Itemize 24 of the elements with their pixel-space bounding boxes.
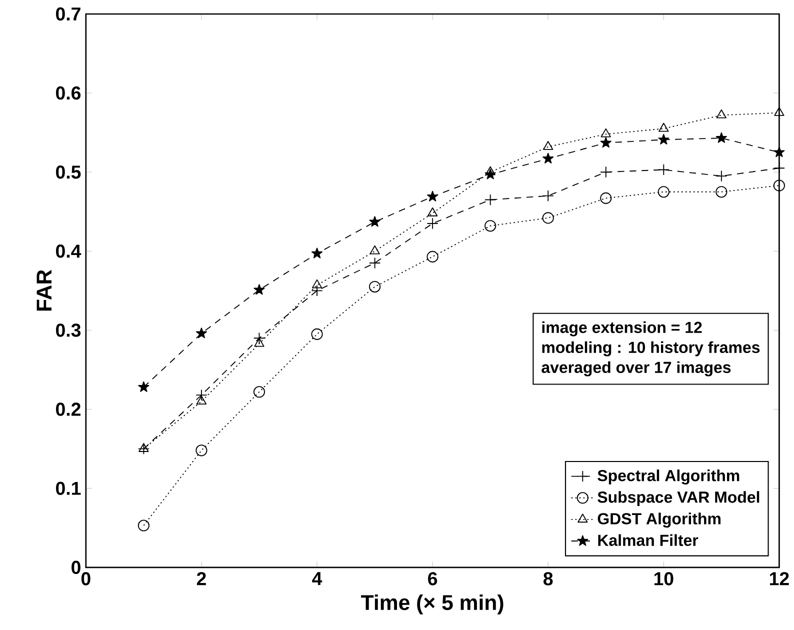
annotation: image extension = 12 xyxy=(542,321,702,336)
y-tick-label: 0.5 xyxy=(56,165,81,179)
x-tick-label: 4 xyxy=(312,572,322,585)
x-tick-label: 0 xyxy=(81,572,90,586)
y-tick-label: 0.3 xyxy=(56,323,81,337)
legend-label: GDST Algorithm xyxy=(598,512,720,528)
x-tick-label: 6 xyxy=(428,572,438,586)
legend-label: Spectral Algorithm xyxy=(598,469,740,484)
y-tick-label: 0.6 xyxy=(56,86,81,100)
annotation: modeling : 10 history frames xyxy=(542,341,760,356)
x-tick-label: 8 xyxy=(544,572,553,586)
y-tick-label: 0.7 xyxy=(56,7,80,20)
y-tick-label: 0 xyxy=(72,560,80,574)
legend-label: Subspace VAR Model xyxy=(598,490,760,506)
x-tick-label: 2 xyxy=(196,572,206,585)
y-tick-label: 0.1 xyxy=(56,482,81,495)
x-tick-label: 10 xyxy=(654,572,674,586)
legend-label: Kalman Filter xyxy=(598,534,698,546)
y-axis-title: FAR xyxy=(36,270,52,310)
y-tick-label: 0.4 xyxy=(56,244,82,258)
y-tick-label: 0.2 xyxy=(56,402,80,416)
x-axis-title: Time (× 5 min) xyxy=(361,594,504,614)
x-tick-label: 12 xyxy=(770,572,789,585)
annotation: averaged over 17 images xyxy=(542,361,731,376)
